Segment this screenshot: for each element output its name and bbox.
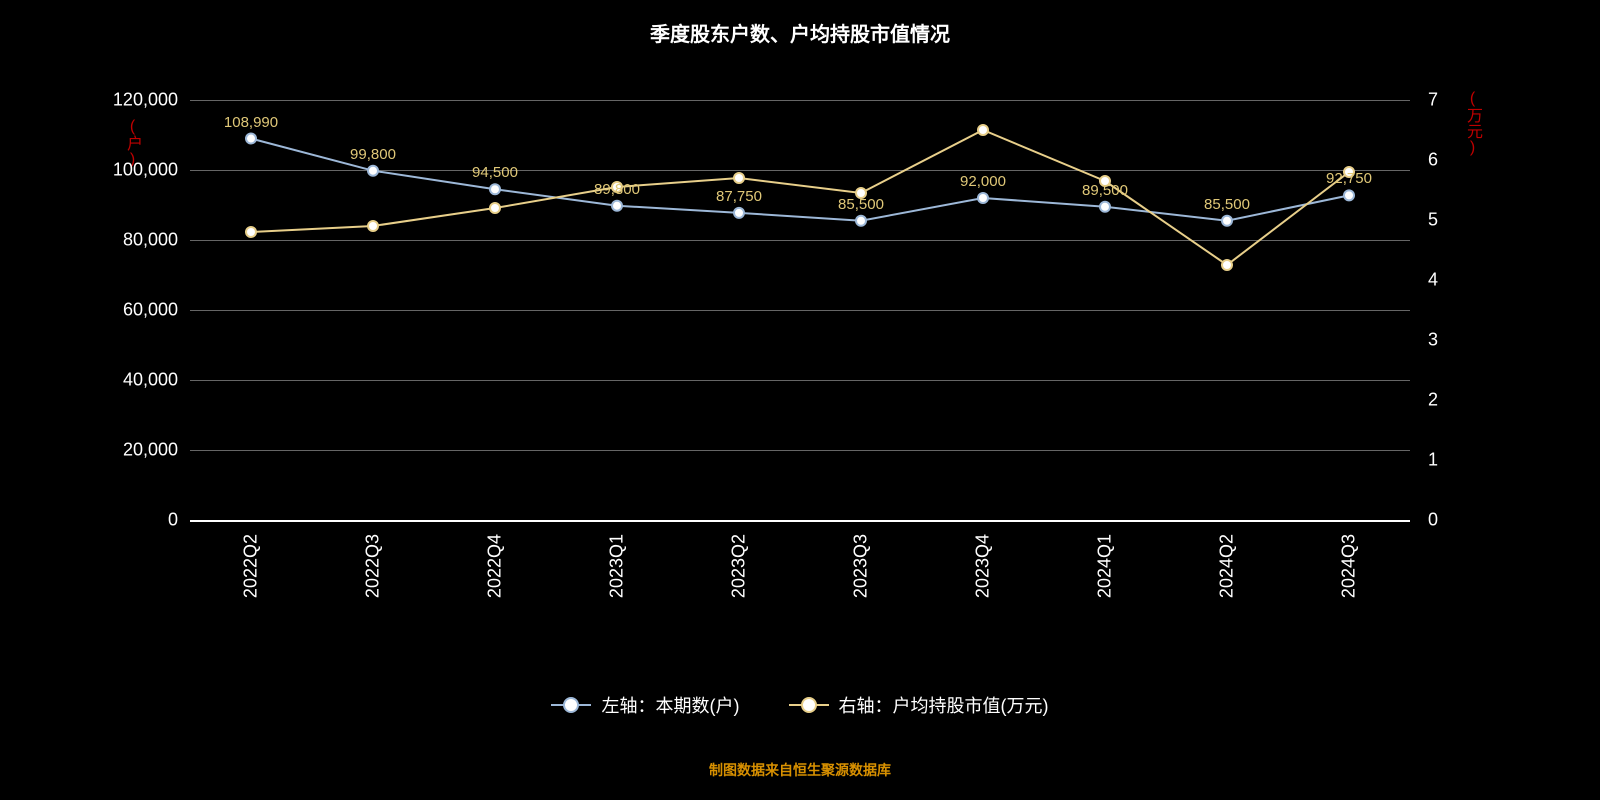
series-marker-shareholders	[1222, 216, 1232, 226]
series-marker-shareholders	[1344, 190, 1354, 200]
series-marker-shareholders	[368, 166, 378, 176]
series-marker-avg_value	[490, 203, 500, 213]
series-line-shareholders	[251, 139, 1349, 221]
data-label-shareholders: 99,800	[350, 146, 396, 163]
series-marker-shareholders	[246, 134, 256, 144]
series-marker-avg_value	[1222, 260, 1232, 270]
series-line-avg_value	[251, 130, 1349, 265]
data-label-shareholders: 85,500	[838, 196, 884, 213]
series-marker-avg_value	[978, 125, 988, 135]
data-label-shareholders: 108,990	[224, 114, 278, 131]
data-label-shareholders: 92,000	[960, 173, 1006, 190]
series-marker-avg_value	[734, 173, 744, 183]
data-label-shareholders: 89,500	[1082, 182, 1128, 199]
series-marker-shareholders	[856, 216, 866, 226]
series-marker-avg_value	[368, 221, 378, 231]
series-marker-shareholders	[734, 208, 744, 218]
series-marker-shareholders	[612, 201, 622, 211]
series-marker-shareholders	[978, 193, 988, 203]
data-label-shareholders: 92,750	[1326, 170, 1372, 187]
data-label-shareholders: 94,500	[472, 164, 518, 181]
series-marker-avg_value	[246, 227, 256, 237]
data-label-shareholders: 87,750	[716, 188, 762, 205]
data-label-shareholders: 85,500	[1204, 196, 1250, 213]
data-label-shareholders: 89,800	[594, 181, 640, 198]
series-marker-shareholders	[490, 184, 500, 194]
series-marker-shareholders	[1100, 202, 1110, 212]
